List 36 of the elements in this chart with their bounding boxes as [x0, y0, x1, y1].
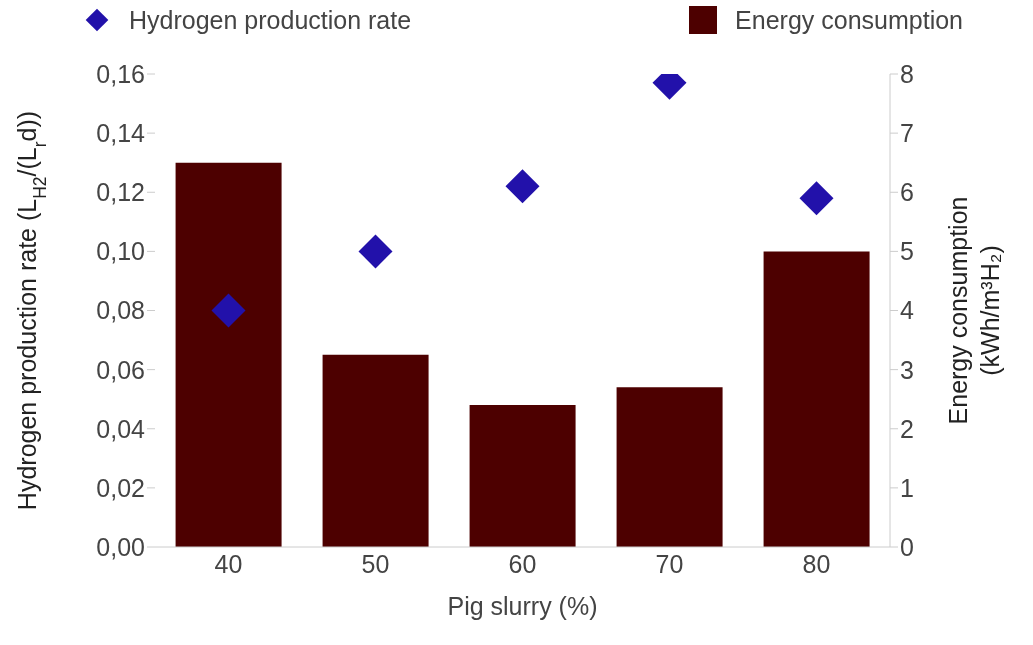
y-tick-label: 0,08: [96, 296, 145, 325]
y-tick-label: 0,00: [96, 532, 145, 561]
y2-tick-label: 4: [900, 296, 914, 325]
y2-axis-title: Energy consumption (kWh/m³H₂): [944, 196, 1004, 425]
y-tick-label: 0,04: [96, 414, 146, 443]
bar: [763, 251, 870, 547]
point: [799, 181, 834, 216]
y2-tick-label: 8: [900, 59, 914, 88]
y-tick-label: 0,10: [96, 237, 145, 266]
bar: [469, 405, 576, 547]
x-tick-label: 60: [508, 549, 537, 578]
bar: [175, 162, 282, 547]
y2-tick-label: 0: [900, 532, 914, 561]
y2-tick-label: 1: [900, 473, 914, 502]
point: [211, 293, 246, 328]
legend-label: Energy consumption: [735, 5, 963, 35]
y2-tick-label: 2: [900, 414, 914, 443]
y-tick-label: 0,16: [96, 59, 145, 88]
x-tick-label: 40: [214, 549, 243, 578]
y2-tick-label: 5: [900, 237, 914, 266]
y2-tick-label: 7: [900, 119, 914, 147]
y2-tick-label: 6: [900, 178, 914, 207]
bar: [322, 354, 429, 547]
y-tick-label: 0,02: [96, 473, 145, 502]
point: [358, 234, 393, 269]
y-tick-label: 0,14: [96, 119, 146, 147]
x-axis-title: Pig slurry (%): [447, 591, 598, 620]
x-tick-label: 50: [361, 549, 390, 578]
legend-label: Hydrogen production rate: [129, 5, 412, 35]
point: [505, 169, 540, 204]
bar: [616, 387, 723, 547]
y-tick-label: 0,06: [96, 355, 145, 384]
y2-tick-label: 3: [900, 355, 914, 384]
x-tick-label: 70: [655, 549, 684, 578]
y-tick-label: 0,12: [96, 178, 145, 207]
x-tick-label: 80: [802, 549, 831, 578]
